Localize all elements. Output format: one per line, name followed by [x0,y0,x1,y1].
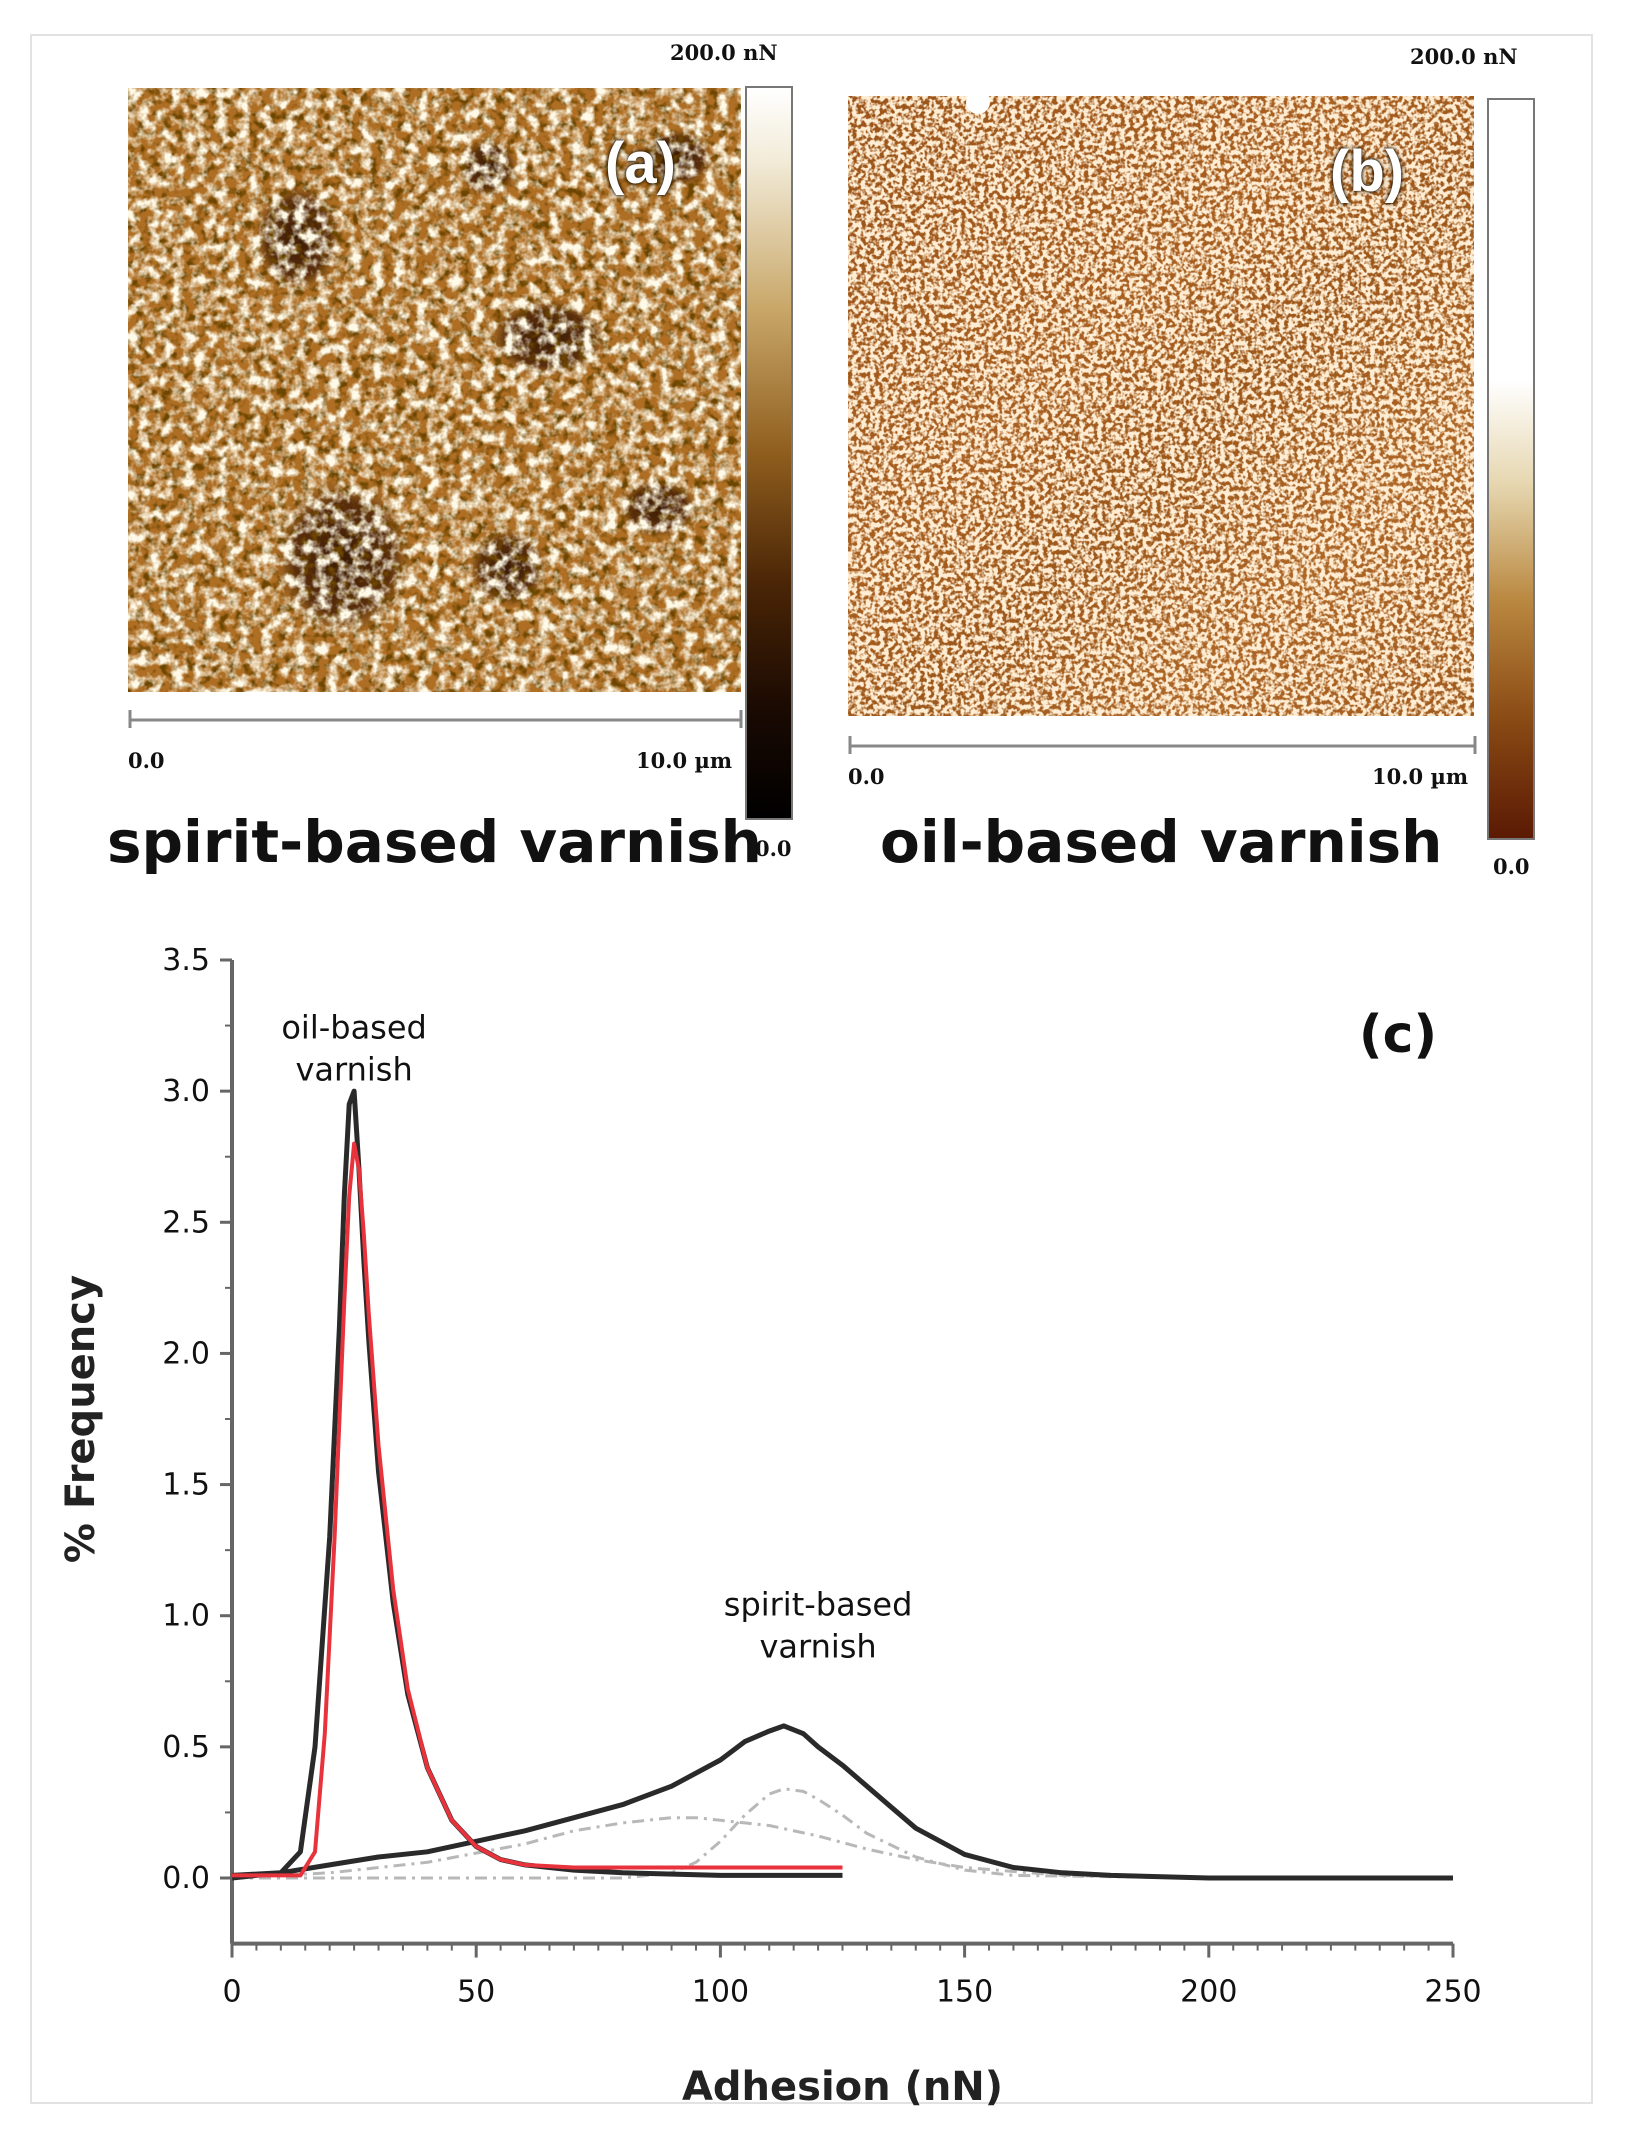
y-tick-label: 0.5 [162,1730,210,1765]
y-tick-label: 2.0 [162,1336,210,1371]
scalebar-a-end: 10.0 µm [636,748,733,773]
scalebar-a [128,710,743,728]
series-spirit-component-2 [232,1787,1453,1880]
x-tick-label: 250 [1424,1975,1481,2010]
y-tick-label: 3.5 [162,943,210,978]
annotation-oil-line: varnish [295,1051,412,1089]
panel-label-c: (c) [1359,1005,1437,1065]
afm-image-spirit-based [128,88,741,692]
scalebar-a-start: 0.0 [128,748,165,773]
x-tick-label: 0 [222,1975,241,2010]
afm-image-oil-based [848,96,1474,716]
x-tick-label: 100 [692,1975,749,2010]
scalebar-b [848,736,1477,754]
series-spirit-data [231,1723,1453,1881]
colorbar-a-min: 0.0 [755,836,792,861]
series-oil-fit [232,1141,843,1878]
scalebar-b-end: 10.0 µm [1372,764,1469,789]
annotation-spirit-line: varnish [759,1628,876,1666]
series-spirit-component-1 [231,1816,1453,1880]
y-tick-label: 0.0 [162,1861,210,1896]
x-tick-label: 50 [457,1975,495,2010]
colorbar-b [1487,98,1535,840]
annotation-spirit-line: spirit-based [724,1586,913,1624]
caption-oil-based: oil-based varnish [880,808,1443,876]
y-tick-label: 3.0 [162,1074,210,1109]
panel-label-b: (b) [1330,139,1405,204]
y-tick-label: 1.0 [162,1599,210,1634]
colorbar-b-min: 0.0 [1493,854,1530,879]
panel-label-a: (a) [605,131,676,196]
y-axis-label: % Frequency [58,1275,104,1563]
y-tick-label: 1.5 [162,1468,210,1503]
colorbar-b-max: 200.0 nN [1410,44,1518,69]
y-tick-label: 2.5 [162,1205,210,1240]
annotation-oil-line: oil-based [281,1009,427,1047]
colorbar-a [745,86,793,820]
x-tick-label: 150 [936,1975,993,2010]
caption-spirit-based: spirit-based varnish [107,808,762,876]
x-tick-label: 200 [1180,1975,1237,2010]
figure-frame [30,34,1593,2104]
x-axis-label: Adhesion (nN) [682,2064,1003,2110]
colorbar-a-max: 200.0 nN [670,40,778,65]
scalebar-b-start: 0.0 [848,764,885,789]
